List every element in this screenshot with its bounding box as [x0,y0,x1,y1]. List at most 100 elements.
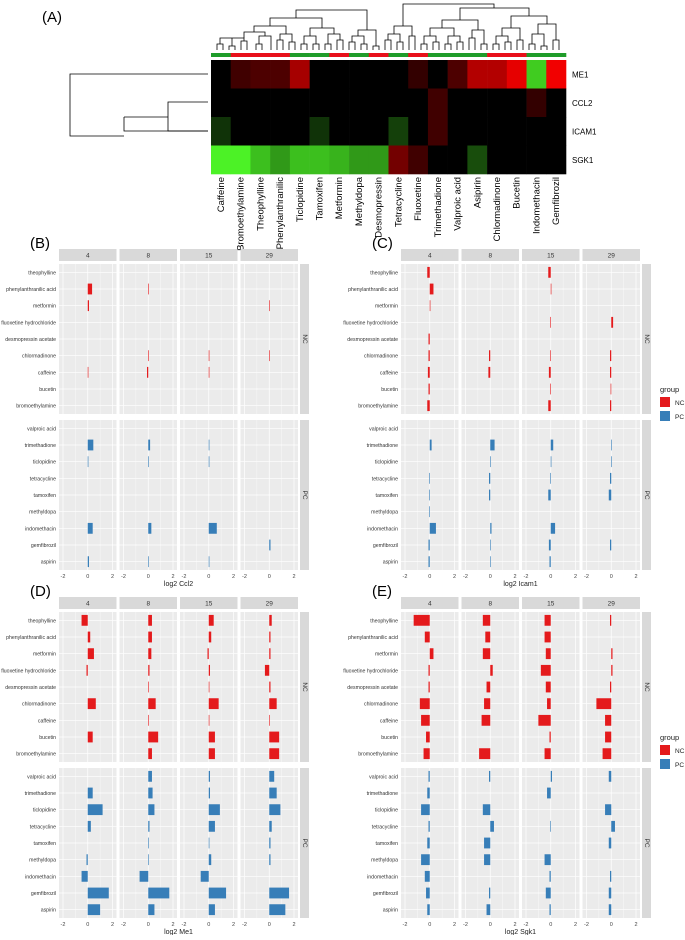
compound-label: tetracycline [30,476,56,482]
heatmap-cell [427,117,448,146]
bar [429,300,431,312]
group-strip [300,264,309,414]
heatmap-cell [546,145,567,175]
column-dendrogram-branch [255,43,263,50]
bar [429,648,434,660]
bar [482,648,491,660]
heatmap-cell [467,117,488,146]
bar [547,698,551,710]
bar [544,614,551,626]
heatmap-cell [487,88,508,118]
bar [87,366,89,378]
facet-label: 4 [86,601,90,608]
bar [602,748,612,760]
compound-label: fluoxetine hydrochloride [1,668,56,674]
heatmap-cell [526,88,547,118]
compound-label: aspirin [383,908,398,914]
heatmap-cell [388,88,409,118]
heatmap-cell [250,88,271,118]
heatmap-cell [250,145,271,175]
column-dendrogram-branch [492,43,500,50]
bar [610,383,612,395]
column-dendrogram-branch [504,41,512,50]
column-dendrogram-branch [309,27,335,36]
facet-label: 29 [266,601,274,608]
bar [429,506,430,518]
compound-label: tamoxifen [34,841,57,847]
bar [429,522,436,534]
bar [610,400,612,412]
compound-label: valproic acid [27,774,56,780]
column-dendrogram-branch [495,35,509,44]
bar [548,366,551,378]
bar [139,870,149,882]
heatmap-cell [250,60,271,89]
x-tick-label: 2 [574,574,577,580]
bar [490,456,491,468]
bar [208,456,210,468]
column-group-marker [309,53,330,57]
bar [549,904,551,916]
compound-label: bromoethylamine [16,404,56,410]
compound-label: ticlopidine [33,460,56,466]
heatmap-cell [408,88,429,118]
bar [610,472,612,484]
heatmap-cell [349,88,370,118]
bar [611,439,612,451]
column-dendrogram-branch [444,43,452,50]
group-strip-label: NC [643,682,650,692]
bar [87,887,109,899]
bar [544,854,551,866]
heatmap-column-label: Gemfibrozil [551,177,562,225]
facet-label: 15 [205,601,213,608]
heatmap-cell [349,145,370,175]
bar [86,664,88,676]
x-tick-label: 0 [147,574,150,580]
x-tick-label: 0 [268,574,271,580]
column-dendrogram-branch [324,43,332,50]
compound-label: valproic acid [27,426,56,432]
bar [605,804,612,816]
legend-swatch [660,397,670,407]
facet-strip [582,597,640,609]
bar [269,539,271,551]
compound-label: trimethadione [367,443,399,449]
group-strip [300,420,309,570]
bar [489,472,491,484]
compound-label: fluoxetine hydrochloride [343,320,398,326]
x-tick-label: 0 [489,574,492,580]
heatmap-column-label: Chlormadinone [492,177,503,241]
column-dendrogram-branch [240,40,248,50]
column-group-marker [289,53,310,57]
facet-label: 15 [547,601,555,608]
column-group-marker [368,53,389,57]
column-group-marker [447,53,468,57]
heatmap-cell [230,145,251,175]
bar [611,316,614,328]
bar [423,748,430,760]
bar [148,887,170,899]
x-axis-title: log2 Icam1 [503,581,537,588]
x-tick-label: -2 [524,922,529,928]
heatmap-cell [329,88,350,118]
heatmap-column-label: Methyldopa [354,176,365,226]
row-dendrogram-branch [69,73,208,137]
bar [428,556,430,568]
bar [428,383,430,395]
bar [148,820,150,832]
heatmap-cell [447,145,468,175]
heatmap-cell [427,88,448,118]
facet-label: 8 [146,253,150,260]
bar [429,472,430,484]
bar [550,456,552,468]
compound-label: fluoxetine hydrochloride [343,668,398,674]
compound-label: theophylline [28,270,56,276]
bar [484,837,491,849]
bar [148,804,155,816]
compound-label: tetracycline [30,824,56,830]
column-dendrogram-branch [228,45,236,50]
x-tick-label: 2 [513,574,516,580]
x-tick-label: -2 [242,574,247,580]
x-tick-label: -2 [584,922,589,928]
